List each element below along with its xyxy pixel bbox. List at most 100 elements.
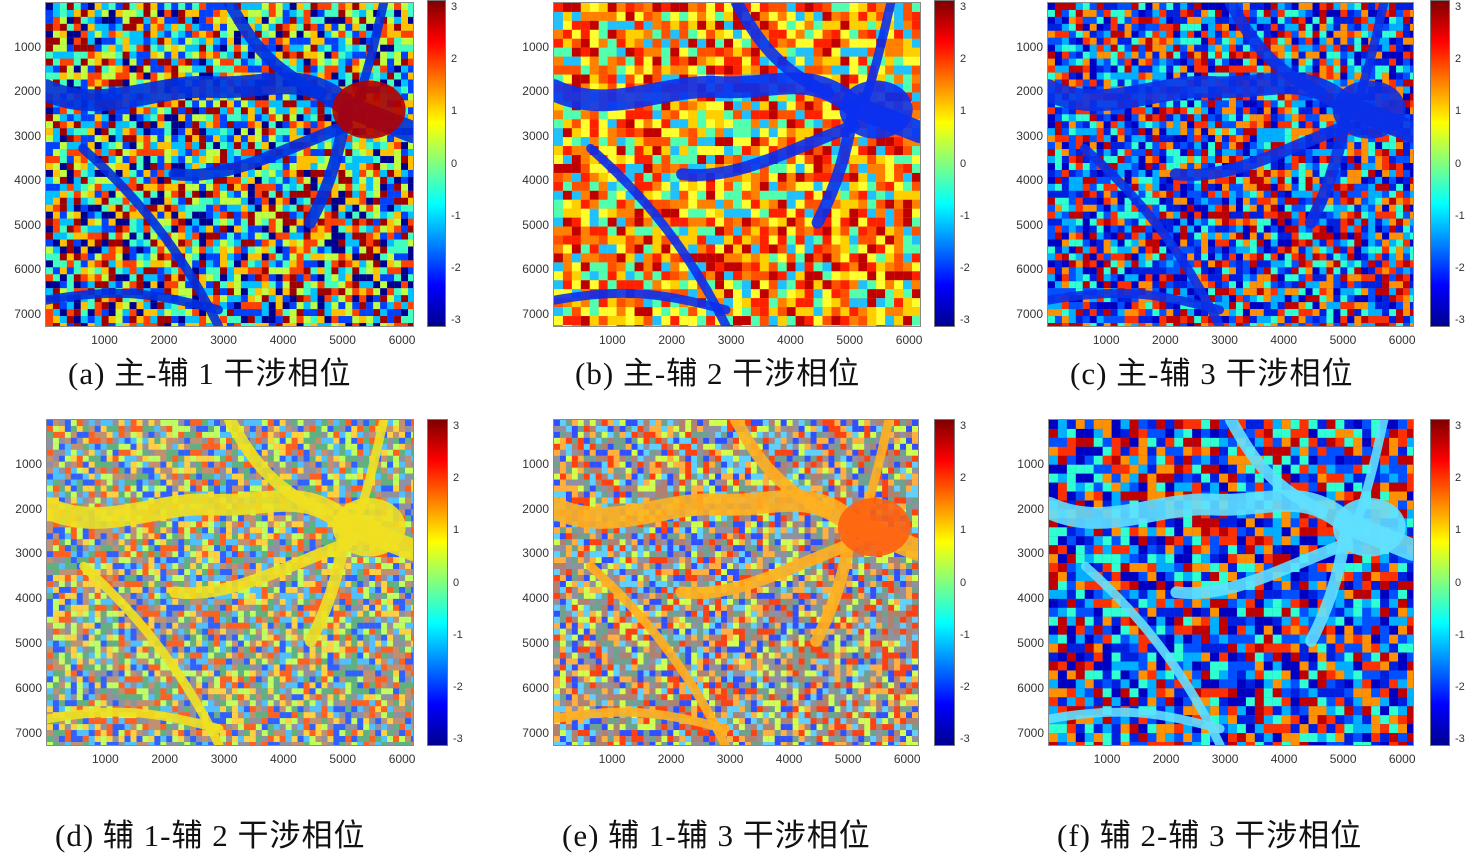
colorbar-tick-label: -3 [960,732,970,745]
phase-map-a [45,2,414,327]
x-tick-label: 4000 [270,752,297,766]
x-tick-label: 3000 [210,752,238,766]
colorbar-tick-label: 0 [960,157,967,170]
y-tick-label: 2000 [14,84,41,99]
y-tick-label: 7000 [522,306,549,321]
y-tick-label: 3000 [1016,128,1043,143]
x-tick-label: 2000 [657,752,685,766]
y-tick-label: 3000 [522,128,549,143]
x-tick-label: 1000 [1093,752,1121,766]
y-tick-label: 7000 [1016,306,1043,321]
x-tick-label: 3000 [716,752,744,766]
y-tick-label: 3000 [14,128,41,143]
colorbar-tick-label: -2 [451,261,461,274]
x-tick-label: 2000 [150,333,178,347]
colorbar-tick-label: 1 [960,524,967,537]
colorbar-tick-label: 3 [451,1,458,14]
colorbar-tick-label: 3 [1455,420,1462,433]
x-tick-label: 1000 [91,333,118,347]
x-tick-label: 4000 [775,752,803,766]
y-tick-label: 6000 [15,680,42,695]
colorbar-tick-label: 0 [1455,157,1462,170]
colorbar-a [427,0,446,327]
y-tick-label: 1000 [1016,39,1043,54]
colorbar-tick-label: 2 [1455,53,1462,66]
x-tick-label: 5000 [1329,752,1357,766]
y-tick-label: 7000 [14,306,41,321]
y-tick-label: 1000 [522,456,549,471]
colorbar-tick-label: 0 [960,576,967,589]
colorbar-tick-label: 2 [960,53,967,66]
x-tick-label: 5000 [329,752,357,766]
colorbar-tick-label: 1 [453,524,460,537]
colorbar-tick-label: -2 [453,680,463,693]
x-tick-label: 4000 [1270,333,1298,347]
x-tick-label: 3000 [1211,752,1239,766]
colorbar-tick-label: -1 [451,209,461,222]
x-tick-label: 6000 [893,752,921,766]
colorbar-tick-label: 2 [451,53,458,66]
colorbar-tick-label: 1 [451,105,458,118]
y-tick-label: 4000 [522,591,549,606]
x-tick-label: 3000 [717,333,745,347]
y-tick-label: 2000 [1017,501,1044,516]
colorbar-tick-label: -2 [960,680,970,693]
colorbar-tick-label: 2 [453,472,460,485]
y-tick-label: 6000 [1016,262,1043,277]
x-tick-label: 5000 [329,333,356,347]
x-tick-label: 6000 [895,333,923,347]
colorbar-tick-label: 1 [1455,524,1462,537]
y-tick-label: 2000 [522,84,549,99]
panel-caption-d: (d) 辅 1-辅 2 干涉相位 [55,818,366,853]
phase-map-e [553,419,919,746]
x-tick-label: 1000 [1092,333,1120,347]
colorbar-tick-label: -3 [453,732,463,745]
y-tick-label: 1000 [522,39,549,54]
colorbar-tick-label: 0 [1455,576,1462,589]
colorbar-tick-label: -3 [451,313,461,326]
colorbar-tick-label: 0 [451,157,458,170]
y-tick-label: 1000 [15,456,42,471]
y-tick-label: 7000 [15,725,42,740]
x-tick-label: 6000 [388,333,416,347]
y-tick-label: 7000 [1017,725,1044,740]
y-tick-label: 6000 [522,680,549,695]
y-tick-label: 4000 [14,173,41,188]
panel-caption-c: (c) 主-辅 3 干涉相位 [1070,356,1354,391]
y-tick-label: 5000 [15,635,42,650]
x-tick-label: 2000 [1152,333,1179,347]
colorbar-tick-label: -1 [1455,209,1465,222]
y-tick-label: 4000 [15,591,42,606]
phase-map-b [553,2,921,327]
colorbar-tick-label: -3 [960,313,970,326]
x-tick-label: 1000 [91,752,119,766]
colorbar-e [934,419,955,746]
colorbar-tick-label: 3 [1455,1,1462,14]
y-tick-label: 5000 [1016,217,1043,232]
x-tick-label: 5000 [836,333,864,347]
y-tick-label: 2000 [522,501,549,516]
panel-caption-a: (a) 主-辅 1 干涉相位 [68,356,352,391]
y-tick-label: 2000 [1016,84,1043,99]
y-tick-label: 3000 [1017,546,1044,561]
colorbar-tick-label: -2 [1455,261,1465,274]
y-tick-label: 4000 [1017,591,1044,606]
colorbar-tick-label: -1 [453,628,463,641]
colorbar-tick-label: 3 [960,1,967,14]
colorbar-tick-label: -2 [1455,680,1465,693]
x-tick-label: 2000 [658,333,686,347]
colorbar-c [1430,0,1450,327]
phase-map-f [1048,419,1414,746]
colorbar-tick-label: -3 [1455,313,1465,326]
y-tick-label: 6000 [1017,680,1044,695]
colorbar-tick-label: -3 [1455,732,1465,745]
panel-caption-f: (f) 辅 2-辅 3 干涉相位 [1057,818,1363,853]
colorbar-tick-label: -1 [1455,628,1465,641]
colorbar-tick-label: 3 [960,420,967,433]
colorbar-f [1430,419,1450,746]
y-tick-label: 1000 [14,39,41,54]
colorbar-tick-label: -1 [960,209,970,222]
y-tick-label: 4000 [522,173,549,188]
x-tick-label: 2000 [151,752,179,766]
panel-caption-b: (b) 主-辅 2 干涉相位 [575,356,861,391]
